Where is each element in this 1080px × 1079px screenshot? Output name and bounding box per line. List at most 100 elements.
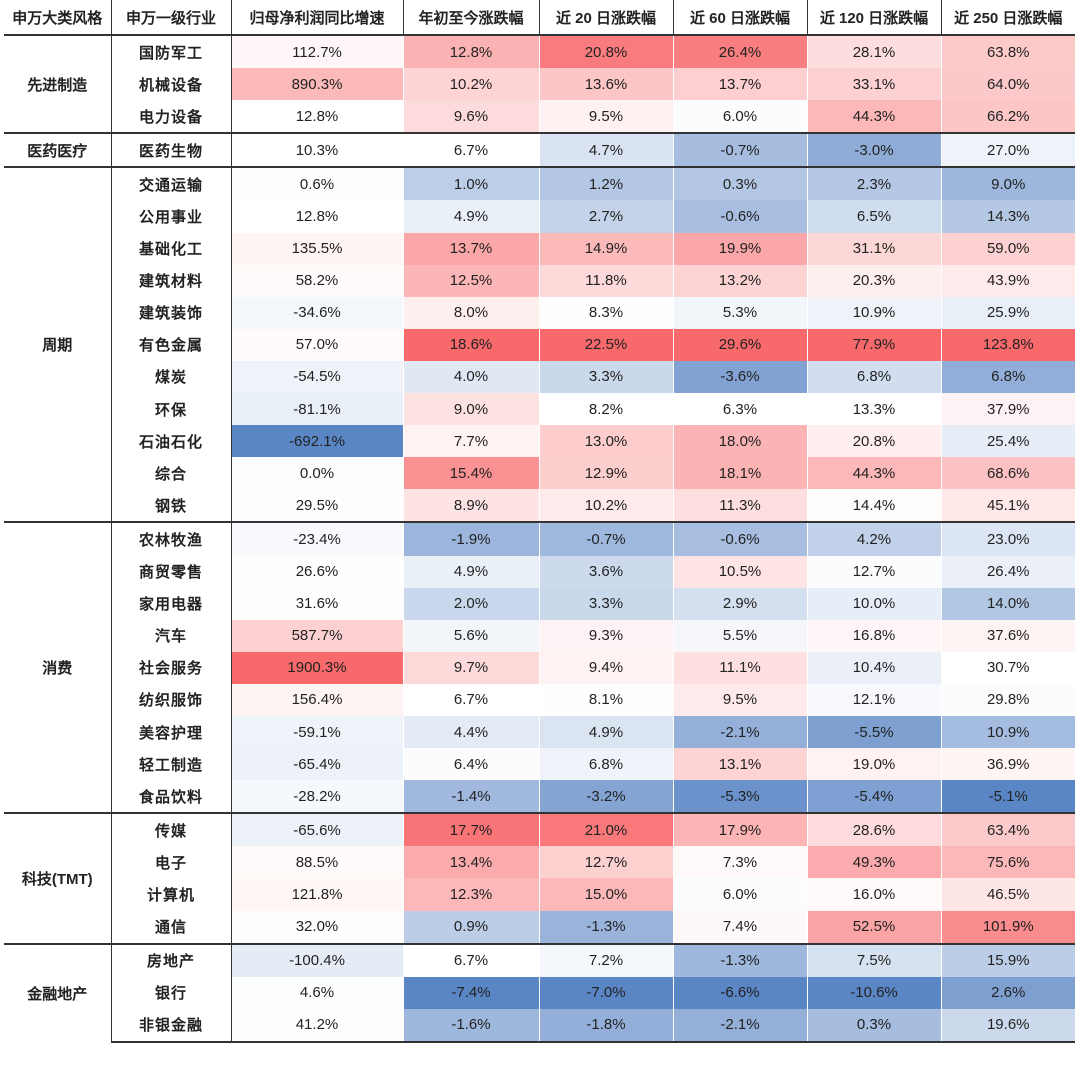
value-cell-20d: 12.7%: [538, 846, 674, 879]
value-cell-120d: 4.2%: [806, 521, 942, 556]
value-cell-60d: -0.6%: [672, 521, 808, 556]
value-cell-250d: 46.5%: [940, 878, 1075, 911]
value-cell-120d: 16.8%: [806, 619, 942, 652]
industry-label: 钢铁: [110, 489, 232, 523]
value-cell-250d: 45.1%: [940, 489, 1075, 523]
value-cell-120d: 52.5%: [806, 910, 942, 944]
value-cell-20d: 7.2%: [538, 942, 674, 977]
table-row: 煤炭 -54.5% 4.0% 3.3% -3.6% 6.8% 6.8%: [4, 360, 1075, 394]
industry-label: 电力设备: [110, 100, 232, 134]
table-row: 科技(TMT) 传媒 -65.6% 17.7% 21.0% 17.9% 28.6% 63.4%: [4, 812, 1075, 944]
table-row: 石油石化 -692.1% 7.7% 13.0% 18.0% 20.8% 25.4%: [4, 425, 1075, 458]
value-cell-profit-growth: -65.6%: [230, 812, 404, 847]
value-cell-profit-growth: 0.0%: [230, 457, 404, 490]
header-profit-growth: 归母净利润同比增速: [230, 0, 404, 36]
value-cell-20d: 3.3%: [538, 360, 674, 394]
value-cell-ytd: 1.0%: [402, 166, 540, 201]
value-cell-120d: 6.5%: [806, 200, 942, 233]
value-cell-250d: 37.6%: [940, 619, 1075, 652]
value-cell-20d: 14.9%: [538, 232, 674, 265]
value-cell-ytd: 6.7%: [402, 683, 540, 716]
value-cell-ytd: 4.4%: [402, 715, 540, 749]
value-cell-profit-growth: -81.1%: [230, 393, 404, 426]
value-cell-20d: 8.1%: [538, 683, 674, 716]
industry-label: 汽车: [110, 619, 232, 652]
value-cell-120d: 0.3%: [806, 1008, 942, 1043]
group-label: 金融地产: [4, 942, 112, 1042]
industry-label: 基础化工: [110, 232, 232, 265]
value-cell-120d: 7.5%: [806, 942, 942, 977]
industry-label: 纺织服饰: [110, 683, 232, 716]
value-cell-250d: 2.6%: [940, 976, 1075, 1009]
value-cell-20d: 22.5%: [538, 328, 674, 361]
value-cell-250d: 14.3%: [940, 200, 1075, 233]
value-cell-profit-growth: 587.7%: [230, 619, 404, 652]
value-cell-60d: 29.6%: [672, 328, 808, 361]
value-cell-20d: 3.3%: [538, 587, 674, 620]
table-row: 公用事业 12.8% 4.9% 2.7% -0.6% 6.5% 14.3%: [4, 200, 1075, 233]
value-cell-ytd: 4.9%: [402, 200, 540, 233]
value-cell-120d: 13.3%: [806, 393, 942, 426]
table-row: 综合 0.0% 15.4% 12.9% 18.1% 44.3% 68.6%: [4, 457, 1075, 490]
value-cell-20d: -3.2%: [538, 780, 674, 814]
value-cell-250d: 63.8%: [940, 33, 1075, 69]
value-cell-20d: 3.6%: [538, 555, 674, 588]
value-cell-20d: 20.8%: [538, 33, 674, 69]
industry-heatmap-table: 申万大类风格 申万一级行业 归母净利润同比增速 年初至今涨跌幅 近 20 日涨跌…: [4, 0, 1075, 1043]
value-cell-120d: 44.3%: [806, 457, 942, 490]
value-cell-60d: 11.1%: [672, 651, 808, 684]
industry-label: 传媒: [110, 812, 232, 847]
value-cell-20d: -1.8%: [538, 1008, 674, 1043]
value-cell-60d: -2.1%: [672, 715, 808, 749]
group-label: 先进制造: [4, 33, 112, 134]
table-row: 非银金融 41.2% -1.6% -1.8% -2.1% 0.3% 19.6%: [4, 1008, 1075, 1043]
table-row: 建筑材料 58.2% 12.5% 11.8% 13.2% 20.3% 43.9%: [4, 264, 1075, 297]
value-cell-20d: 21.0%: [538, 812, 674, 847]
value-cell-20d: 13.0%: [538, 425, 674, 458]
value-cell-60d: 6.0%: [672, 878, 808, 911]
value-cell-60d: 13.2%: [672, 264, 808, 297]
value-cell-60d: -2.1%: [672, 1008, 808, 1043]
header-120d-change: 近 120 日涨跌幅: [806, 0, 942, 36]
value-cell-profit-growth: 156.4%: [230, 683, 404, 716]
value-cell-profit-growth: 10.3%: [230, 132, 404, 168]
value-cell-ytd: 12.3%: [402, 878, 540, 911]
value-cell-ytd: 9.0%: [402, 393, 540, 426]
value-cell-20d: 9.5%: [538, 100, 674, 134]
value-cell-250d: 27.0%: [940, 132, 1075, 168]
value-cell-20d: 9.4%: [538, 651, 674, 684]
table-row: 电力设备 12.8% 9.6% 9.5% 6.0% 44.3% 66.2%: [4, 100, 1075, 134]
value-cell-20d: 9.3%: [538, 619, 674, 652]
industry-label: 公用事业: [110, 200, 232, 233]
header-style: 申万大类风格: [4, 0, 112, 36]
value-cell-250d: -5.1%: [940, 780, 1075, 814]
value-cell-120d: 49.3%: [806, 846, 942, 879]
value-cell-ytd: 13.4%: [402, 846, 540, 879]
industry-label: 计算机: [110, 878, 232, 911]
industry-label: 建筑材料: [110, 264, 232, 297]
value-cell-20d: 15.0%: [538, 878, 674, 911]
value-cell-ytd: 4.9%: [402, 555, 540, 588]
industry-label: 机械设备: [110, 68, 232, 101]
value-cell-ytd: -1.9%: [402, 521, 540, 556]
industry-label: 美容护理: [110, 715, 232, 749]
value-cell-120d: 33.1%: [806, 68, 942, 101]
value-cell-250d: 43.9%: [940, 264, 1075, 297]
value-cell-250d: 25.4%: [940, 425, 1075, 458]
value-cell-60d: 9.5%: [672, 683, 808, 716]
table-row: 钢铁 29.5% 8.9% 10.2% 11.3% 14.4% 45.1%: [4, 489, 1075, 523]
value-cell-120d: 28.6%: [806, 812, 942, 847]
value-cell-profit-growth: 88.5%: [230, 846, 404, 879]
value-cell-ytd: 4.0%: [402, 360, 540, 394]
value-cell-ytd: 0.9%: [402, 910, 540, 944]
table-row: 消费 农林牧渔 -23.4% -1.9% -0.7% -0.6% 4.2% 23.0%: [4, 521, 1075, 814]
table-row: 建筑装饰 -34.6% 8.0% 8.3% 5.3% 10.9% 25.9%: [4, 296, 1075, 329]
value-cell-20d: 12.9%: [538, 457, 674, 490]
value-cell-120d: 19.0%: [806, 748, 942, 781]
value-cell-20d: -1.3%: [538, 910, 674, 944]
value-cell-profit-growth: 41.2%: [230, 1008, 404, 1043]
value-cell-60d: 11.3%: [672, 489, 808, 523]
value-cell-60d: 6.3%: [672, 393, 808, 426]
table-row: 机械设备 890.3% 10.2% 13.6% 13.7% 33.1% 64.0%: [4, 68, 1075, 101]
value-cell-profit-growth: -54.5%: [230, 360, 404, 394]
